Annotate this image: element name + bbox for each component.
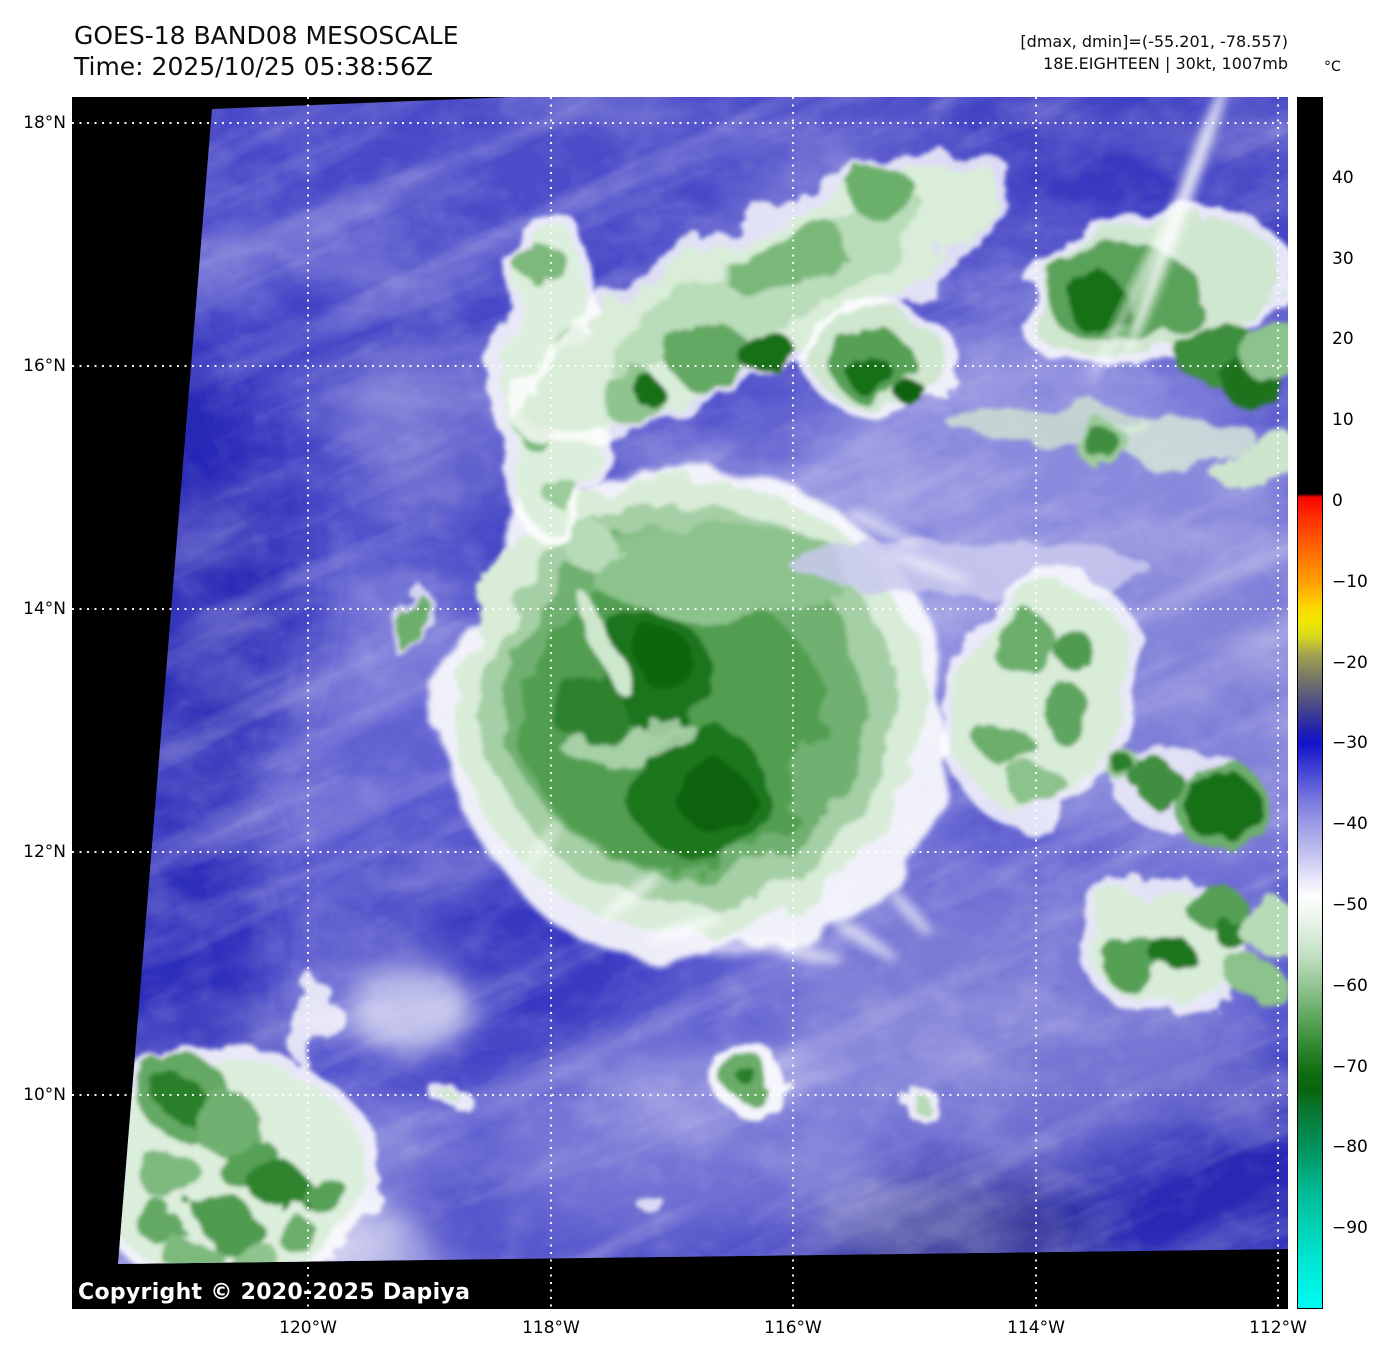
lon-tick-label: 118°W <box>522 1318 580 1338</box>
gridlines-layer <box>72 97 1288 1309</box>
colorbar-tick-label: 0 <box>1332 491 1343 511</box>
satellite-map: Copyright © 2020-2025 Dapiya <box>72 97 1288 1309</box>
lat-tick-label: 14°N <box>23 598 66 619</box>
satellite-image <box>72 97 1288 1309</box>
colorbar-tick-label: −90 <box>1332 1218 1368 1239</box>
right-middle-cluster <box>943 569 1268 849</box>
colorbar-tick-label: −30 <box>1332 733 1368 754</box>
colorbar-tick-label: −40 <box>1332 814 1368 835</box>
bottom-left-cluster <box>118 979 382 1264</box>
wave-ripples <box>521 509 972 964</box>
top-band-clouds <box>509 151 1015 443</box>
colorbar-unit-label: °C <box>1324 59 1341 75</box>
lon-tick-label: 116°W <box>764 1318 822 1338</box>
colorbar-tick-label: −60 <box>1332 975 1368 996</box>
colorbar-tick-label: 30 <box>1332 248 1354 269</box>
lon-tick-label: 120°W <box>279 1318 337 1338</box>
right-lower-cluster <box>1080 877 1288 1017</box>
lat-tick-label: 16°N <box>23 355 66 376</box>
cirrus-streak <box>1090 211 1174 383</box>
colorbar-tick-label: −10 <box>1332 571 1368 592</box>
cloud-layer <box>118 97 1288 1264</box>
product-title: GOES-18 BAND08 MESOSCALE <box>74 21 459 50</box>
storm-info: 18E.EIGHTEEN | 30kt, 1007mb <box>1043 54 1288 73</box>
lat-tick-label: 18°N <box>23 113 66 134</box>
storm-core-clouds <box>458 477 922 933</box>
copyright-text: Copyright © 2020-2025 Dapiya <box>78 1280 471 1305</box>
lat-tick-label: 12°N <box>23 841 66 862</box>
lat-tick-label: 10°N <box>23 1084 66 1105</box>
colorbar-tick-label: −70 <box>1332 1056 1368 1077</box>
isolated-cells <box>394 590 937 1203</box>
colorbar-tick-label: −20 <box>1332 652 1368 673</box>
dmax-dmin-readout: [dmax, dmin]=(-55.201, -78.557) <box>1020 32 1288 51</box>
colorbar-tick-label: 40 <box>1332 167 1354 188</box>
header-meta: [dmax, dmin]=(-55.201, -78.557) 18E.EIGH… <box>1020 31 1288 75</box>
timestamp: Time: 2025/10/25 05:38:56Z <box>74 52 433 81</box>
colorbar-tick-label: −80 <box>1332 1137 1368 1158</box>
colorbar-tick-label: 20 <box>1332 329 1354 350</box>
trail-16n <box>792 405 1288 595</box>
colorbar-tick-label: 10 <box>1332 410 1354 431</box>
lon-tick-label: 112°W <box>1249 1318 1307 1338</box>
colorbar <box>1297 97 1323 1309</box>
lon-tick-label: 114°W <box>1007 1318 1065 1338</box>
colorbar-tick-label: −50 <box>1332 895 1368 915</box>
page-title: GOES-18 BAND08 MESOSCALE Time: 2025/10/2… <box>74 20 459 82</box>
cirrus-streak <box>1125 97 1229 358</box>
